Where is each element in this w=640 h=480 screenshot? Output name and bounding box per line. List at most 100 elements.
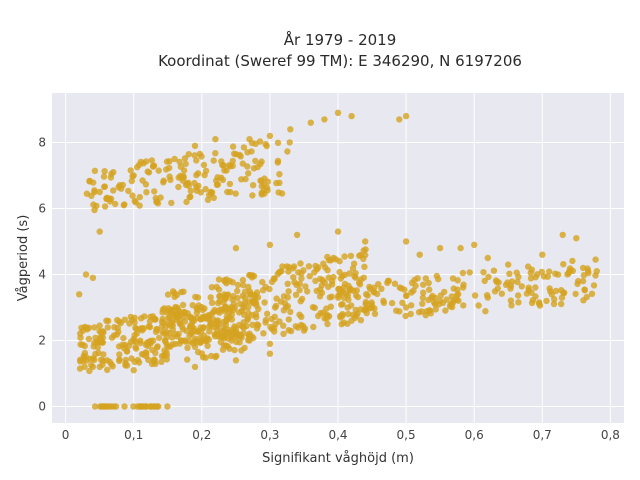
data-point [204,196,212,203]
data-point [543,297,550,305]
y-tick-label: 2 [38,334,46,348]
data-point [164,403,171,410]
data-point [266,241,274,248]
data-point [378,285,385,292]
data-point [232,244,240,252]
data-point [518,283,525,290]
data-point [457,244,464,252]
data-point [559,231,566,239]
data-point [332,256,339,263]
data-point [153,326,161,333]
data-point [99,328,107,335]
data-point [325,283,332,290]
data-point [221,277,228,284]
data-point [565,268,573,275]
data-point [194,294,202,301]
data-point [256,138,264,145]
data-point [191,363,199,371]
data-point [130,403,137,410]
data-point [240,144,248,151]
data-point [262,319,269,326]
data-point [210,316,217,323]
data-point [183,327,190,334]
data-point [120,202,128,209]
data-point [306,273,313,280]
data-point [107,174,115,181]
data-point [574,280,581,288]
data-point [284,148,291,155]
y-tick-label: 0 [38,400,46,414]
data-point [145,323,153,330]
data-point [257,160,264,168]
data-point [322,264,329,271]
data-point [171,155,178,163]
data-point [177,163,184,170]
data-point [345,310,352,318]
data-point [168,199,175,207]
data-point [189,316,196,323]
data-point [202,336,210,343]
data-point [360,247,367,254]
data-point [103,357,111,364]
data-point [198,316,205,323]
data-point [348,112,355,120]
data-point [128,355,135,362]
data-point [271,313,278,320]
data-point [583,293,590,301]
data-point [426,286,433,293]
data-point [103,403,110,410]
data-point [151,403,159,410]
data-point [460,281,467,288]
data-point [592,256,599,263]
data-point [162,338,169,345]
data-point [105,317,112,325]
data-point [142,403,149,410]
data-point [593,268,600,275]
data-point [180,174,187,181]
data-point [193,157,200,164]
data-point [399,299,406,306]
data-point [532,284,539,291]
data-point [166,329,173,337]
data-point [419,294,427,301]
data-point [418,308,425,315]
data-point [131,332,138,339]
data-point [364,292,371,299]
data-point [466,269,473,276]
data-point [215,276,223,283]
data-point [232,357,240,364]
data-point [137,337,144,344]
data-point [471,241,478,248]
data-point [344,304,351,311]
data-point [546,268,553,275]
data-point [101,168,108,175]
data-point [96,322,103,329]
data-point [580,272,588,279]
data-point [310,323,317,331]
data-point [152,194,159,202]
chart-title: År 1979 - 2019 [284,30,397,49]
data-point [176,158,183,166]
data-point [231,346,238,354]
data-point [335,286,342,293]
data-point [552,287,560,295]
data-point [101,183,109,190]
data-point [144,342,152,350]
data-point [278,190,286,197]
data-point [282,304,290,311]
data-point [484,254,491,262]
data-point [276,179,283,186]
data-point [229,143,237,150]
data-point [292,291,300,298]
data-point [239,276,247,284]
data-point [129,192,136,199]
data-point [292,323,299,330]
data-point [89,274,97,281]
data-point [361,263,368,270]
data-point [237,331,244,338]
data-point [552,270,559,277]
data-point [455,297,462,304]
data-point [183,198,190,206]
data-point [514,278,521,286]
data-point [112,403,120,410]
